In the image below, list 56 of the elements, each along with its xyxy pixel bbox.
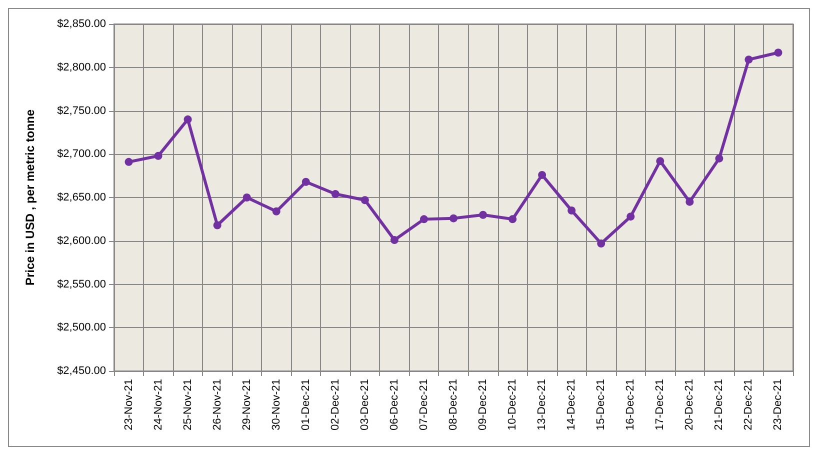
x-tick-label: 29-Nov-21 bbox=[240, 379, 253, 430]
y-tick-label: $2,650.00 bbox=[57, 192, 106, 204]
y-tick-label: $2,550.00 bbox=[57, 278, 106, 290]
x-tick-label: 02-Dec-21 bbox=[329, 379, 342, 430]
x-tick-label: 22-Dec-21 bbox=[742, 379, 755, 430]
y-tick-label: $2,850.00 bbox=[57, 18, 106, 30]
x-tick-label: 10-Dec-21 bbox=[506, 379, 519, 430]
point bbox=[568, 206, 576, 215]
point bbox=[360, 196, 369, 204]
point bbox=[242, 194, 251, 202]
x-tick-label: 17-Dec-21 bbox=[654, 379, 666, 430]
point bbox=[715, 154, 724, 162]
x-tick-label: 25-Nov-21 bbox=[182, 379, 194, 430]
x-tick-label: 24-Nov-21 bbox=[152, 379, 164, 430]
x-tick-label: 23-Nov-21 bbox=[122, 379, 135, 430]
x-tick-label: 09-Dec-21 bbox=[477, 379, 490, 430]
y-tick-label: $2,700.00 bbox=[57, 148, 106, 160]
point bbox=[184, 115, 192, 124]
x-tick-label: 30-Nov-21 bbox=[270, 379, 282, 430]
x-tick-label: 07-Dec-21 bbox=[418, 379, 430, 430]
point bbox=[420, 215, 428, 224]
y-tick-label: $2,800.00 bbox=[57, 61, 106, 74]
x-tick-label: 20-Dec-21 bbox=[684, 379, 696, 430]
point bbox=[744, 56, 753, 64]
x-tick-label: 01-Dec-21 bbox=[300, 379, 312, 430]
point bbox=[331, 190, 340, 198]
x-tick-label: 16-Dec-21 bbox=[624, 379, 637, 430]
point bbox=[597, 239, 606, 248]
point bbox=[154, 152, 162, 160]
point bbox=[302, 178, 310, 186]
y-tick-label: $2,600.00 bbox=[57, 234, 106, 247]
x-tick-label: 03-Dec-21 bbox=[358, 379, 371, 430]
point bbox=[508, 215, 517, 224]
y-tick-label: $2,450.00 bbox=[57, 365, 106, 377]
x-tick-label: 13-Dec-21 bbox=[536, 379, 548, 430]
x-tick-label: 15-Dec-21 bbox=[595, 379, 608, 430]
point bbox=[272, 207, 280, 216]
y-tick-label: $2,750.00 bbox=[57, 104, 106, 117]
point bbox=[774, 48, 782, 57]
x-tick-label: 26-Nov-21 bbox=[211, 379, 224, 430]
y-axis-title: Price in USD , per metric tonne bbox=[23, 109, 37, 286]
point bbox=[213, 221, 222, 230]
point bbox=[656, 157, 664, 166]
point bbox=[686, 198, 694, 206]
point bbox=[450, 214, 458, 222]
x-tick-label: 21-Dec-21 bbox=[713, 379, 726, 430]
point bbox=[479, 210, 488, 219]
point bbox=[124, 158, 133, 166]
point bbox=[538, 170, 546, 179]
point bbox=[626, 212, 635, 221]
x-tick-label: 23-Dec-21 bbox=[772, 379, 784, 430]
point bbox=[390, 236, 398, 244]
x-tick-label: 06-Dec-21 bbox=[388, 379, 400, 430]
x-tick-label: 14-Dec-21 bbox=[566, 379, 578, 430]
x-tick-label: 08-Dec-21 bbox=[448, 379, 460, 430]
y-tick-label: $2,500.00 bbox=[57, 322, 106, 334]
